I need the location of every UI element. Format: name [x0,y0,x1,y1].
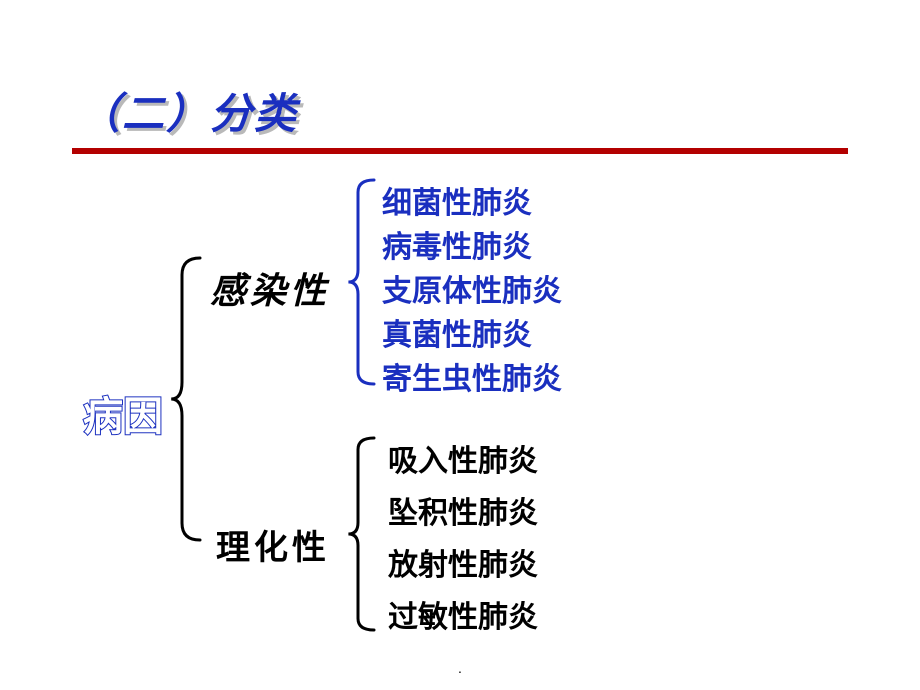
list-item: 细菌性肺炎 [382,178,532,222]
list-item: 吸入性肺炎 [388,436,538,480]
list-item: 支原体性肺炎 [382,266,562,310]
root-label: 病因 [83,384,163,442]
list-item: 放射性肺炎 [388,540,538,584]
slide: （二）分类 （二）分类 病因 病因 感染性细菌性肺炎病毒性肺炎支原体性肺炎真菌性… [0,0,920,690]
category-brace [334,430,382,638]
list-item: 过敏性肺炎 [388,592,538,636]
title-underline [72,148,848,154]
category-label: 感染性 [210,262,330,314]
list-item: 坠积性肺炎 [388,488,538,532]
list-item: 寄生虫性肺炎 [382,354,562,398]
list-item: 病毒性肺炎 [382,222,532,266]
category-brace [334,172,382,392]
slide-title: （二）分类 [78,80,298,141]
category-label: 理化性 [216,520,330,569]
list-item: 真菌性肺炎 [382,310,532,354]
footer-dot: . [458,660,462,676]
